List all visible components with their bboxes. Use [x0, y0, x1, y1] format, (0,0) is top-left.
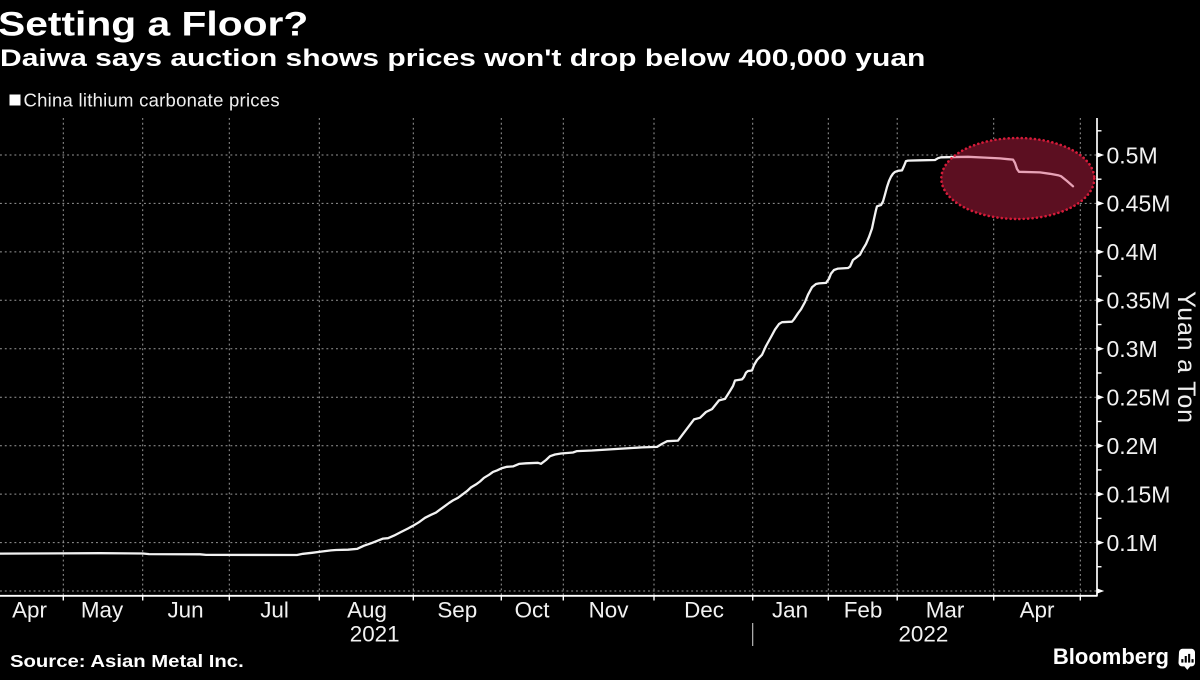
svg-text:0.3M: 0.3M — [1107, 336, 1158, 362]
svg-text:Feb: Feb — [844, 597, 883, 622]
svg-text:Jul: Jul — [260, 597, 289, 622]
svg-text:0.25M: 0.25M — [1107, 385, 1171, 411]
svg-text:Sep: Sep — [437, 597, 477, 622]
svg-text:Oct: Oct — [515, 597, 551, 622]
svg-text:2021: 2021 — [350, 621, 400, 646]
svg-text:0.4M: 0.4M — [1107, 239, 1158, 265]
svg-text:May: May — [81, 597, 124, 622]
svg-text:0.15M: 0.15M — [1107, 481, 1171, 507]
svg-text:Bloomberg: Bloomberg — [1053, 644, 1169, 669]
svg-text:Yuan a Ton: Yuan a Ton — [1172, 291, 1200, 424]
svg-text:0.5M: 0.5M — [1107, 142, 1158, 168]
svg-text:0.1M: 0.1M — [1107, 530, 1158, 556]
svg-text:Aug: Aug — [347, 597, 387, 622]
svg-text:Mar: Mar — [926, 597, 965, 622]
svg-text:0.45M: 0.45M — [1107, 191, 1171, 217]
svg-text:Jan: Jan — [772, 597, 808, 622]
svg-text:0.35M: 0.35M — [1107, 288, 1171, 314]
svg-text:Apr: Apr — [12, 597, 47, 622]
svg-text:Daiwa says auction shows price: Daiwa says auction shows prices won't dr… — [0, 44, 925, 71]
svg-text:Dec: Dec — [684, 597, 724, 622]
svg-text:Setting a Floor?: Setting a Floor? — [0, 5, 308, 43]
svg-text:Jun: Jun — [167, 597, 203, 622]
svg-text:Apr: Apr — [1020, 597, 1055, 622]
svg-text:2022: 2022 — [898, 621, 948, 646]
svg-text:0.2M: 0.2M — [1107, 433, 1158, 459]
svg-text:Nov: Nov — [589, 597, 630, 622]
svg-text:China lithium carbonate prices: China lithium carbonate prices — [24, 89, 280, 110]
svg-text:Source: Asian Metal Inc.: Source: Asian Metal Inc. — [10, 652, 244, 671]
